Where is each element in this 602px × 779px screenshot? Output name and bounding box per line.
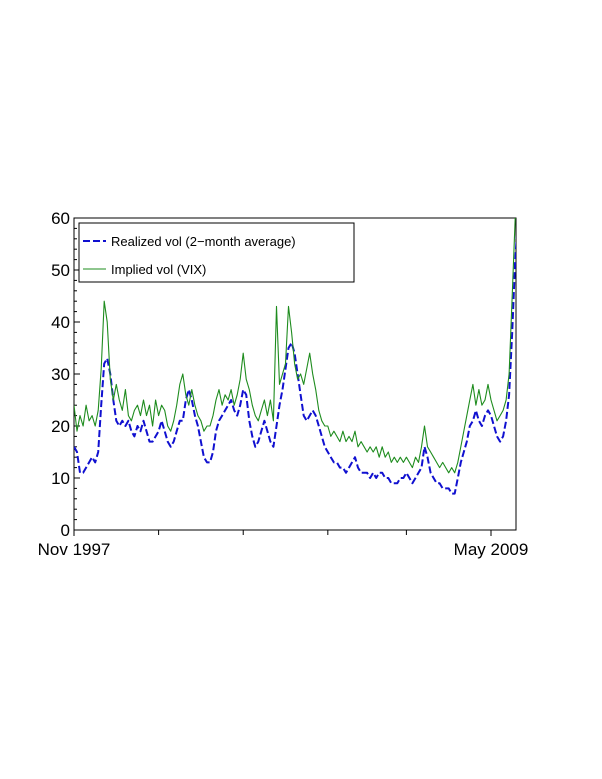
series-layer	[74, 218, 516, 495]
realized-vol-line	[74, 234, 516, 495]
y-tick-label: 40	[51, 313, 70, 332]
y-tick-label: 20	[51, 417, 70, 436]
y-tick-label: 50	[51, 261, 70, 280]
axes: 0 10 20 30 40 50 60 Nov 1997 May 2009	[38, 209, 529, 559]
y-tick-label: 0	[61, 521, 70, 540]
legend-label: Realized vol (2−month average)	[111, 234, 296, 249]
legend-label: Implied vol (VIX)	[111, 262, 206, 277]
x-tick-label: Nov 1997	[38, 540, 111, 559]
y-tick-label: 60	[51, 209, 70, 228]
implied-vol-line	[74, 218, 516, 474]
legend-box	[78, 222, 355, 283]
y-tick-label: 30	[51, 365, 70, 384]
legend: Realized vol (2−month average) Implied vo…	[78, 222, 355, 283]
x-tick-label: May 2009	[454, 540, 529, 559]
y-tick-label: 10	[51, 469, 70, 488]
